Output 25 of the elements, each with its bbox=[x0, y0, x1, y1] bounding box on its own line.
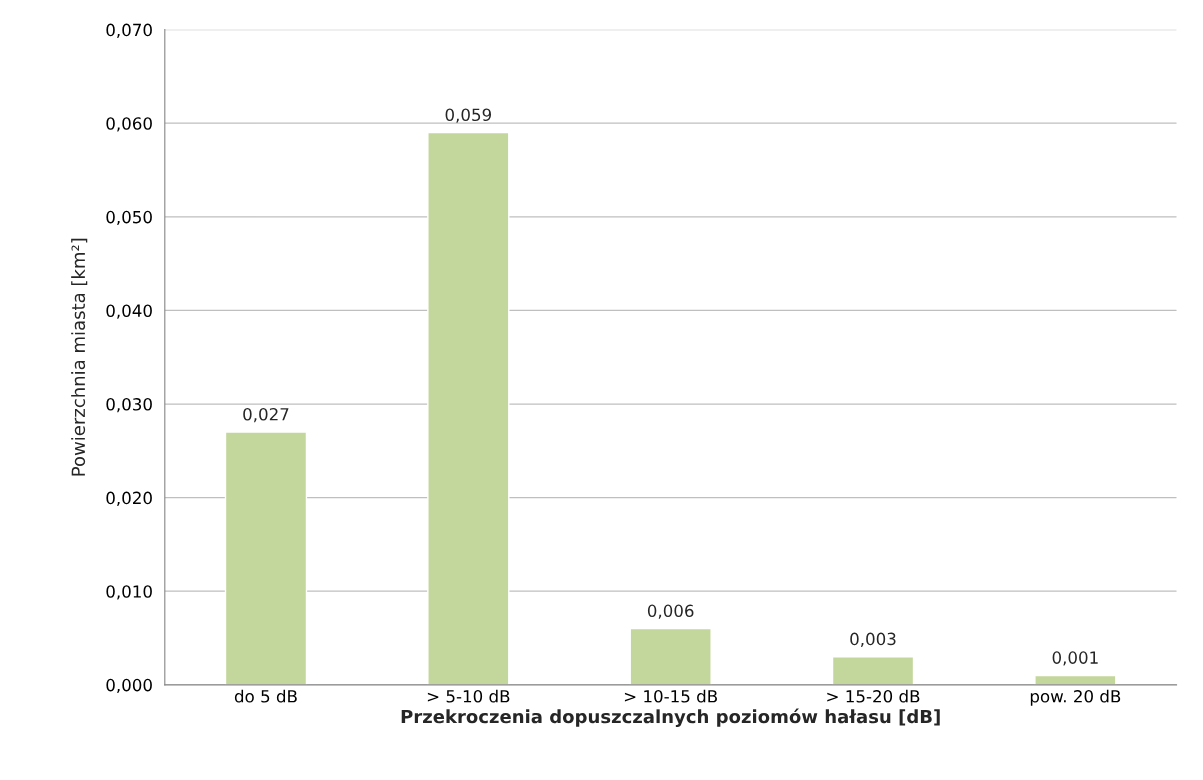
y-tick-label: 0,030 bbox=[106, 398, 152, 413]
x-tick-label: > 5-10 dB bbox=[427, 689, 510, 703]
data-label: 0,001 bbox=[1052, 651, 1098, 666]
y-tick-label: 0,050 bbox=[106, 210, 152, 226]
bar bbox=[629, 627, 712, 685]
bar bbox=[831, 656, 915, 685]
y-tick-label: 0,060 bbox=[106, 117, 152, 132]
x-tick-label: > 10-15 dB bbox=[624, 689, 717, 703]
y-tick-label: 0,000 bbox=[106, 678, 152, 694]
x-axis-title: Przekroczenia dopuszczalnych poziomów hałasu [dB] bbox=[401, 708, 940, 727]
y-tick-label: 0,010 bbox=[106, 585, 152, 600]
x-tick-label: pow. 20 dB bbox=[1030, 689, 1121, 706]
data-label: 0,003 bbox=[850, 632, 896, 647]
data-label: 0,006 bbox=[647, 604, 694, 619]
x-tick-label: > 15-20 dB bbox=[827, 689, 920, 703]
bar bbox=[224, 431, 308, 685]
y-tick-label: 0,020 bbox=[106, 491, 152, 506]
data-label: 0,059 bbox=[445, 108, 492, 123]
bar bbox=[1034, 674, 1117, 685]
y-axis-title: Powierzchnia miasta [km²] bbox=[71, 238, 88, 476]
y-tick-label: 0,070 bbox=[106, 23, 152, 38]
x-tick-label: do 5 dB bbox=[234, 689, 297, 703]
y-tick-label: 0,040 bbox=[106, 304, 152, 319]
bar bbox=[427, 131, 510, 685]
data-label: 0,027 bbox=[243, 407, 289, 423]
